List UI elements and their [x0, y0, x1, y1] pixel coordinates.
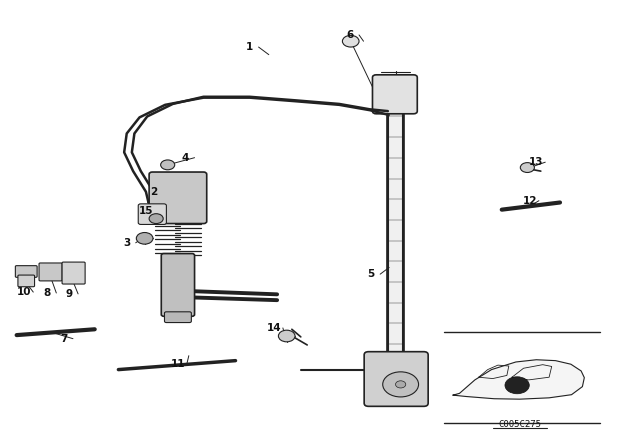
Text: 14: 14 — [267, 323, 281, 333]
Text: 4: 4 — [182, 153, 189, 163]
Text: 12: 12 — [523, 196, 537, 206]
Circle shape — [149, 214, 163, 224]
FancyBboxPatch shape — [62, 262, 85, 284]
FancyBboxPatch shape — [149, 172, 207, 224]
FancyBboxPatch shape — [164, 312, 191, 323]
FancyBboxPatch shape — [18, 275, 35, 287]
FancyBboxPatch shape — [39, 263, 62, 281]
Text: 1: 1 — [246, 42, 253, 52]
Circle shape — [161, 160, 175, 170]
Bar — [387, 103, 404, 396]
Text: 2: 2 — [150, 187, 157, 197]
Text: 3: 3 — [123, 238, 131, 248]
Circle shape — [505, 377, 529, 394]
Text: 9: 9 — [65, 289, 73, 299]
Text: 7: 7 — [60, 334, 68, 344]
Circle shape — [342, 35, 359, 47]
Text: 6: 6 — [346, 30, 354, 40]
FancyBboxPatch shape — [364, 352, 428, 406]
FancyBboxPatch shape — [372, 75, 417, 114]
FancyBboxPatch shape — [138, 204, 166, 224]
Text: 11: 11 — [171, 359, 185, 369]
Text: 10: 10 — [17, 287, 31, 297]
Text: C005C275: C005C275 — [498, 420, 541, 429]
Circle shape — [136, 233, 153, 244]
Text: 15: 15 — [139, 207, 153, 216]
Circle shape — [278, 330, 295, 342]
Circle shape — [383, 372, 419, 397]
Text: 5: 5 — [367, 269, 375, 279]
Text: 8: 8 — [44, 288, 51, 298]
FancyBboxPatch shape — [15, 266, 37, 277]
Circle shape — [396, 381, 406, 388]
Polygon shape — [453, 360, 584, 399]
FancyBboxPatch shape — [161, 254, 195, 316]
Circle shape — [520, 163, 534, 172]
Text: 13: 13 — [529, 157, 543, 167]
